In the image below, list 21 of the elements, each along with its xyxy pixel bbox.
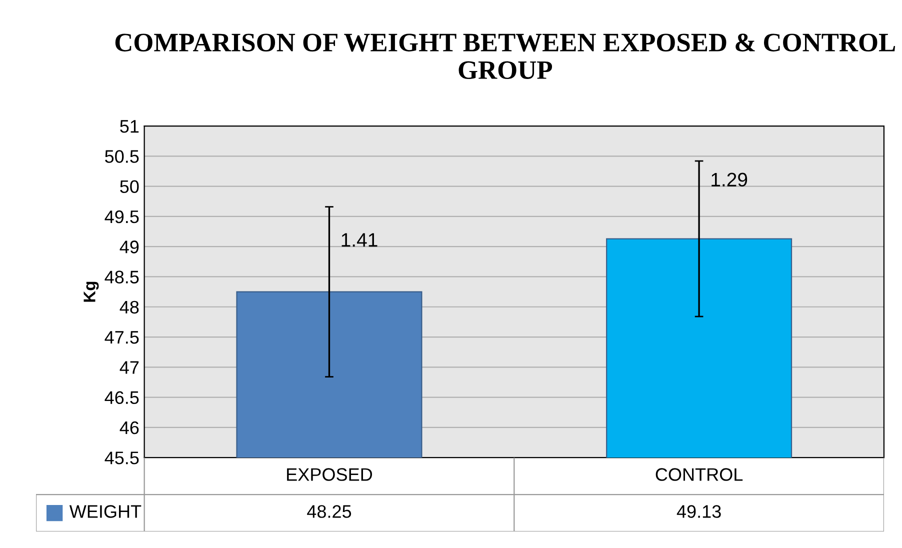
y-tick-label: 48 xyxy=(120,300,139,314)
data-label: 48.25 xyxy=(307,505,352,518)
y-tick-label: 48.5 xyxy=(104,270,139,284)
y-tick-label: 47 xyxy=(120,361,139,374)
data-label: 49.13 xyxy=(676,505,721,518)
y-tick-label: 46 xyxy=(120,421,139,434)
y-tick-label: 50.5 xyxy=(105,150,139,163)
y-axis-title: Kg xyxy=(84,282,99,302)
x-tick-label: CONTROL xyxy=(656,468,743,481)
legend-label: WEIGHT xyxy=(69,505,142,518)
y-tick-label: 49.5 xyxy=(104,210,139,224)
annotation: 1.41 xyxy=(342,233,378,247)
y-tick-label: 47.5 xyxy=(104,331,139,344)
x-tick-label: EXPOSED xyxy=(287,468,372,481)
y-tick-label: 45.5 xyxy=(104,452,139,464)
y-tick-label: 49 xyxy=(120,240,139,254)
chart-title: COMPARISON OF WEIGHT BETWEEN EXPOSED & CONTROL GROUP xyxy=(115,34,896,80)
y-tick-label: 46.5 xyxy=(104,391,139,404)
annotation: 1.29 xyxy=(712,172,748,187)
y-tick-label: 51 xyxy=(120,120,139,133)
y-tick-label: 50 xyxy=(120,180,139,194)
